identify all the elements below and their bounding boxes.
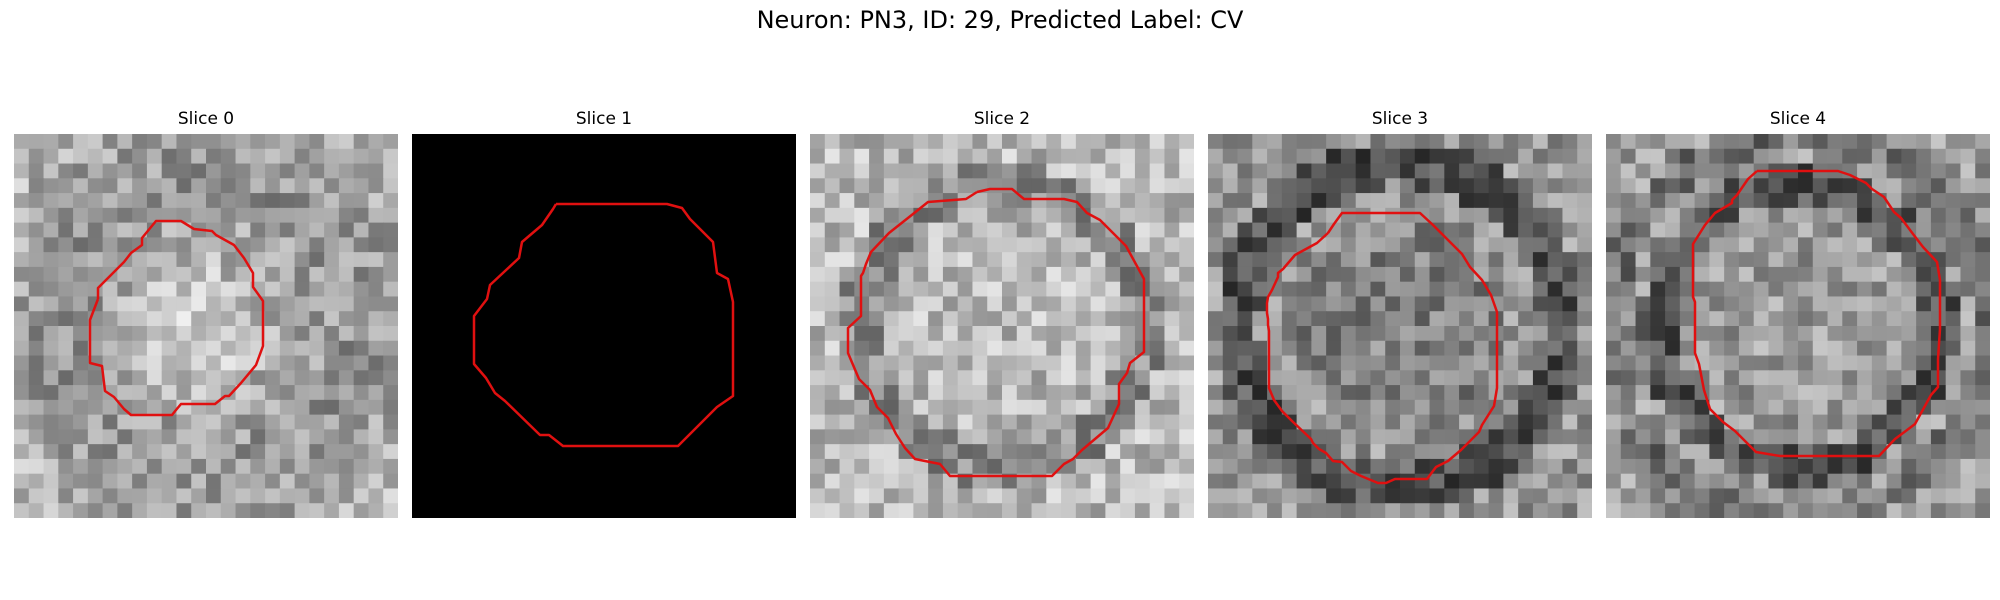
roi-contour [472, 202, 735, 448]
slice-image-1 [412, 134, 796, 518]
slice-panel-1: Slice 1 [412, 108, 796, 518]
roi-contour [846, 187, 1146, 478]
slice-image-0 [14, 134, 398, 518]
slice-title: Slice 3 [1371, 109, 1429, 129]
slice-title: Slice 2 [973, 109, 1031, 129]
slice-image-4 [1606, 134, 1990, 518]
slice-title: Slice 1 [575, 109, 633, 129]
slice-panel-0: Slice 0 [14, 108, 398, 518]
slice-panel-2: Slice 2 [810, 108, 1194, 518]
roi-contour [88, 219, 265, 417]
figure-title: Neuron: PN3, ID: 29, Predicted Label: CV [756, 6, 1244, 34]
roi-contour [1691, 169, 1942, 458]
slice-image-3 [1208, 134, 1592, 518]
slice-title: Slice 4 [1769, 109, 1827, 129]
slice-title: Slice 0 [177, 109, 235, 129]
roi-contour [1265, 211, 1499, 485]
slice-panel-3: Slice 3 [1208, 108, 1592, 518]
slice-panel-4: Slice 4 [1606, 108, 1990, 518]
slice-image-2 [810, 134, 1194, 518]
